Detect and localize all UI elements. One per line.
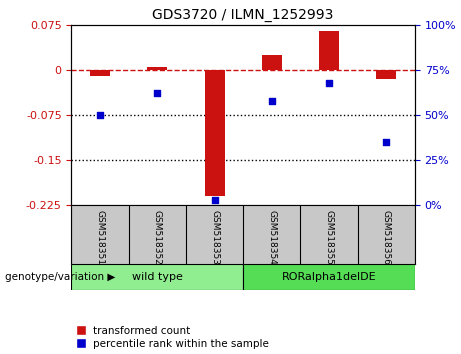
Bar xyxy=(205,70,225,196)
Point xyxy=(268,98,276,103)
Text: genotype/variation ▶: genotype/variation ▶ xyxy=(5,272,115,282)
Point xyxy=(325,80,333,85)
Legend: transformed count, percentile rank within the sample: transformed count, percentile rank withi… xyxy=(77,326,269,349)
Title: GDS3720 / ILMN_1252993: GDS3720 / ILMN_1252993 xyxy=(153,8,334,22)
Text: GSM518351: GSM518351 xyxy=(95,210,105,265)
Point xyxy=(211,197,218,203)
Bar xyxy=(90,70,110,76)
Point xyxy=(154,91,161,96)
Point xyxy=(383,139,390,145)
Bar xyxy=(376,70,396,79)
Text: RORalpha1delDE: RORalpha1delDE xyxy=(282,272,376,282)
Bar xyxy=(262,55,282,70)
Bar xyxy=(148,67,167,70)
Text: wild type: wild type xyxy=(132,272,183,282)
Text: GSM518355: GSM518355 xyxy=(325,210,334,265)
Text: GSM518354: GSM518354 xyxy=(267,210,276,265)
Text: GSM518352: GSM518352 xyxy=(153,210,162,265)
Text: GSM518353: GSM518353 xyxy=(210,210,219,265)
Text: GSM518356: GSM518356 xyxy=(382,210,391,265)
Point xyxy=(96,112,104,118)
Bar xyxy=(243,264,415,290)
Bar xyxy=(319,31,339,70)
Bar xyxy=(71,264,243,290)
